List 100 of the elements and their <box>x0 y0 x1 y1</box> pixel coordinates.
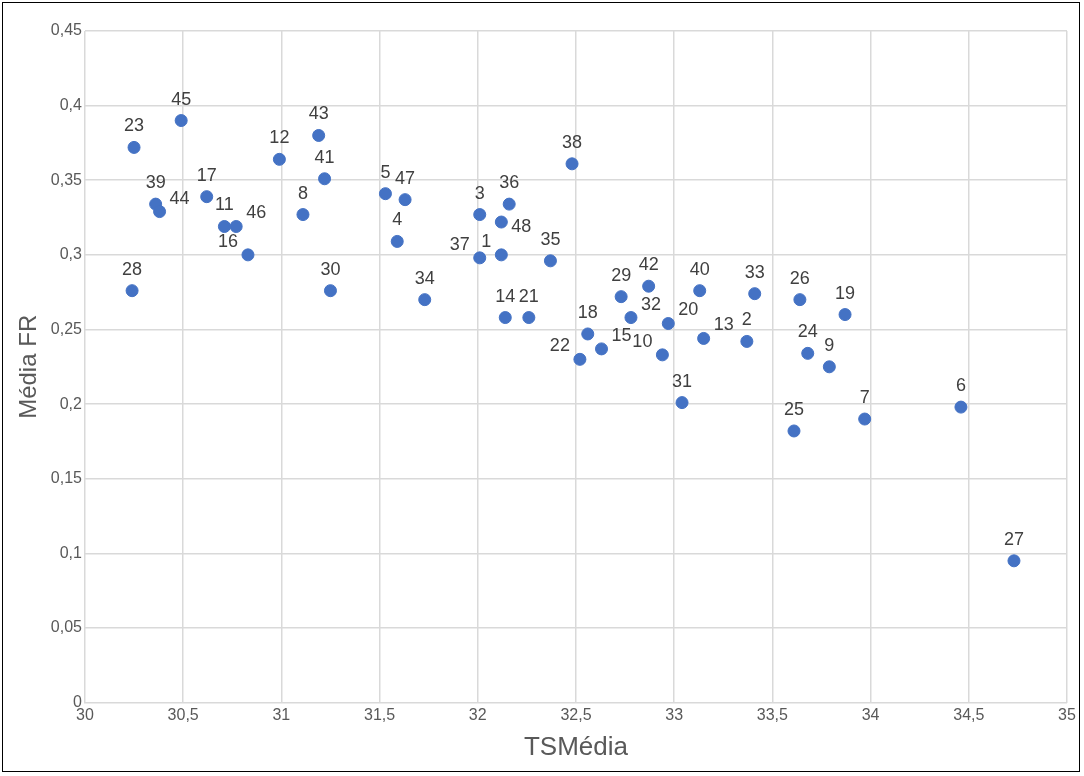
annotation: 21 <box>518 285 539 306</box>
annotation: 46 <box>246 202 267 223</box>
annotation: 23 <box>124 115 145 136</box>
annotation: 36 <box>499 172 520 193</box>
point <box>473 251 487 265</box>
point <box>787 424 801 438</box>
point <box>473 208 487 222</box>
point <box>296 208 310 222</box>
annotation: 32 <box>640 293 661 314</box>
annotation: 24 <box>797 321 818 342</box>
x-tick-label: 31 <box>272 705 291 723</box>
annotation: 38 <box>562 131 583 152</box>
y-axis-title: Média FR <box>14 314 42 419</box>
y-tick-label: 0,3 <box>59 245 83 263</box>
point <box>200 190 214 204</box>
point <box>398 193 412 207</box>
point <box>624 311 638 325</box>
point <box>312 128 326 142</box>
annotation: 15 <box>611 324 632 345</box>
point <box>693 284 707 298</box>
point <box>229 220 243 234</box>
y-tick-label: 0,4 <box>59 96 83 114</box>
point <box>642 279 656 293</box>
point <box>498 311 512 325</box>
point <box>494 215 508 229</box>
point <box>241 248 255 262</box>
point <box>318 172 332 186</box>
annotation: 22 <box>549 335 570 356</box>
point <box>858 412 872 426</box>
point <box>675 396 689 410</box>
annotation: 14 <box>495 285 516 306</box>
annotation: 28 <box>122 258 143 279</box>
annotation: 18 <box>577 301 598 322</box>
point <box>793 293 807 307</box>
x-tick-label: 33 <box>665 705 684 723</box>
point <box>502 197 516 211</box>
annotation: 48 <box>511 216 532 236</box>
point <box>272 152 286 166</box>
y-tick-label: 0,05 <box>50 618 83 636</box>
annotation: 30 <box>320 258 341 279</box>
annotation: 42 <box>638 254 659 275</box>
annotation: 6 <box>955 375 966 396</box>
annotation: 16 <box>217 230 238 251</box>
point <box>573 352 587 366</box>
x-tick-label: 32 <box>468 705 487 723</box>
annotation: 39 <box>145 172 166 193</box>
x-tick-label: 31,5 <box>363 705 396 723</box>
point <box>595 342 608 356</box>
point <box>614 290 628 304</box>
x-tick-label: 33,5 <box>756 705 789 723</box>
annotation: 43 <box>308 103 329 124</box>
point <box>838 308 852 322</box>
annotation: 10 <box>632 330 653 351</box>
annotation: 44 <box>169 187 190 208</box>
point <box>522 311 536 325</box>
y-tick-label: 0,2 <box>59 394 83 412</box>
annotation: 29 <box>611 264 632 285</box>
point <box>323 284 337 298</box>
point <box>748 287 762 301</box>
annotation: 2 <box>741 309 752 330</box>
y-tick-label: 0,35 <box>50 170 83 188</box>
annotation: 47 <box>395 167 416 188</box>
point <box>954 400 968 414</box>
point <box>418 293 432 307</box>
annotation: 33 <box>744 261 765 282</box>
point <box>740 334 754 348</box>
point <box>174 114 188 128</box>
x-axis-title: TSMédia <box>523 730 629 761</box>
point <box>565 157 579 171</box>
point <box>127 140 141 154</box>
annotation: 7 <box>859 387 870 407</box>
point <box>125 284 139 298</box>
x-tick-label: 34 <box>861 705 880 723</box>
annotation: 5 <box>380 161 391 182</box>
point <box>661 317 675 331</box>
annotation: 12 <box>269 127 290 148</box>
point <box>543 254 557 268</box>
annotation: 17 <box>196 164 217 185</box>
point <box>494 248 508 262</box>
y-tick-label: 0,45 <box>50 21 83 39</box>
annotation: 35 <box>540 228 561 249</box>
point <box>697 331 711 345</box>
annotation: 1 <box>481 230 492 251</box>
point <box>822 360 836 374</box>
y-tick-label: 0,1 <box>59 543 83 561</box>
y-tick-label: 0,15 <box>50 469 83 487</box>
annotation: 11 <box>215 194 234 215</box>
point <box>217 220 231 234</box>
point <box>801 346 815 360</box>
point <box>153 205 167 219</box>
annotation: 26 <box>789 267 810 288</box>
annotation: 40 <box>689 258 710 279</box>
annotation: 8 <box>297 182 308 203</box>
annotation: 31 <box>672 370 693 391</box>
x-tick-label: 34,5 <box>953 705 985 723</box>
point <box>1007 554 1021 568</box>
annotation: 4 <box>392 209 403 230</box>
annotation: 45 <box>171 88 192 109</box>
annotation: 37 <box>449 233 470 254</box>
x-tick-label: 30,5 <box>167 705 199 723</box>
